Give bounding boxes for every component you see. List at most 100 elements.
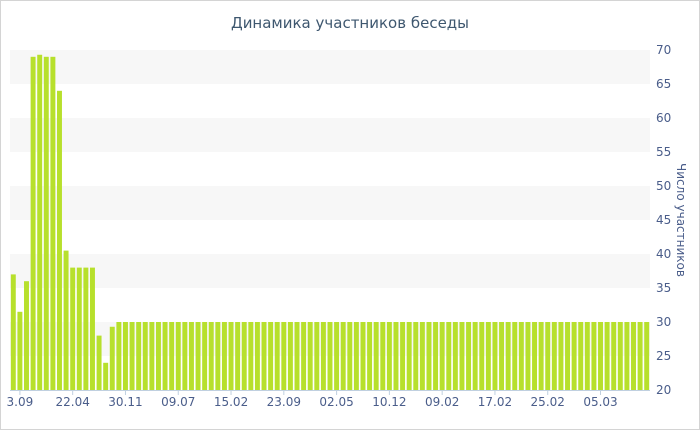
bar[interactable] [426,322,432,390]
bar[interactable] [433,322,439,390]
bar[interactable] [452,322,458,390]
bar[interactable] [571,322,577,390]
bar[interactable] [294,322,300,390]
bar[interactable] [538,322,544,390]
bar[interactable] [419,322,425,390]
bar[interactable] [254,322,260,390]
bar[interactable] [485,322,491,390]
bar[interactable] [116,322,122,390]
bar[interactable] [327,322,333,390]
bar[interactable] [30,56,36,391]
bar[interactable] [334,322,340,390]
bar[interactable] [162,322,168,390]
bar[interactable] [24,281,29,390]
bar[interactable] [208,322,214,390]
bar[interactable] [558,322,564,390]
bar[interactable] [492,322,498,390]
x-tick-label: 02.05 [319,395,353,409]
bar[interactable] [314,322,320,390]
bar[interactable] [367,322,373,390]
bar[interactable] [96,335,102,390]
bar[interactable] [472,322,478,390]
bar[interactable] [235,322,241,390]
bar[interactable] [142,322,148,390]
bar[interactable] [63,250,69,390]
bar[interactable] [10,274,16,390]
bar[interactable] [505,322,511,390]
bar[interactable] [532,322,538,390]
bar[interactable] [499,322,505,390]
bar[interactable] [565,322,570,390]
bar[interactable] [347,322,353,390]
bar[interactable] [90,267,95,390]
bar[interactable] [215,322,221,390]
bar[interactable] [301,322,307,390]
bar[interactable] [221,322,227,390]
bar[interactable] [17,311,23,390]
bar[interactable] [155,322,161,390]
bar[interactable] [578,322,584,390]
bar[interactable] [598,322,603,390]
bar-series [10,54,650,391]
bar[interactable] [175,322,181,390]
bar[interactable] [584,322,590,390]
bar[interactable] [202,322,208,390]
bar[interactable] [340,322,346,390]
bar[interactable] [281,322,287,390]
bar[interactable] [466,322,472,390]
bar[interactable] [287,322,293,390]
bar[interactable] [637,322,643,390]
bar[interactable] [446,322,452,390]
bar[interactable] [307,322,313,390]
bar[interactable] [386,322,392,390]
bar[interactable] [373,322,379,390]
bar[interactable] [83,267,89,390]
bar[interactable] [195,322,201,390]
bar[interactable] [512,322,518,390]
bar[interactable] [109,326,115,390]
bar[interactable] [413,322,419,390]
bar[interactable] [122,322,128,390]
bar[interactable] [248,322,254,390]
bar[interactable] [479,322,485,390]
bar[interactable] [37,54,43,390]
bar[interactable] [439,322,445,390]
bar[interactable] [459,322,465,390]
bar[interactable] [228,322,234,390]
bar[interactable] [149,322,155,390]
bar[interactable] [50,56,56,391]
bar[interactable] [604,322,610,390]
bar[interactable] [611,322,617,390]
bar[interactable] [353,322,359,390]
bar[interactable] [169,322,175,390]
bar[interactable] [70,267,76,390]
bar[interactable] [400,322,406,390]
bar[interactable] [406,322,412,390]
bar[interactable] [274,322,280,390]
bar[interactable] [631,322,636,390]
bar[interactable] [518,322,524,390]
bar[interactable] [360,322,366,390]
bar[interactable] [268,322,274,390]
x-tick-label: 09.02 [425,395,459,409]
bar[interactable] [545,322,551,390]
bar[interactable] [591,322,597,390]
bar[interactable] [617,322,623,390]
bar[interactable] [320,322,326,390]
bar[interactable] [551,322,557,390]
bar[interactable] [43,56,49,391]
bar[interactable] [57,90,62,391]
bar[interactable] [624,322,630,390]
bar[interactable] [188,322,194,390]
bar[interactable] [136,322,142,390]
bar[interactable] [380,322,386,390]
bar[interactable] [103,362,109,390]
bar[interactable] [76,267,82,390]
bar[interactable] [393,322,399,390]
bar[interactable] [261,322,267,390]
bar[interactable] [241,322,247,390]
bar[interactable] [129,322,135,390]
bar[interactable] [525,322,531,390]
bar[interactable] [644,322,650,390]
bar[interactable] [182,322,188,390]
